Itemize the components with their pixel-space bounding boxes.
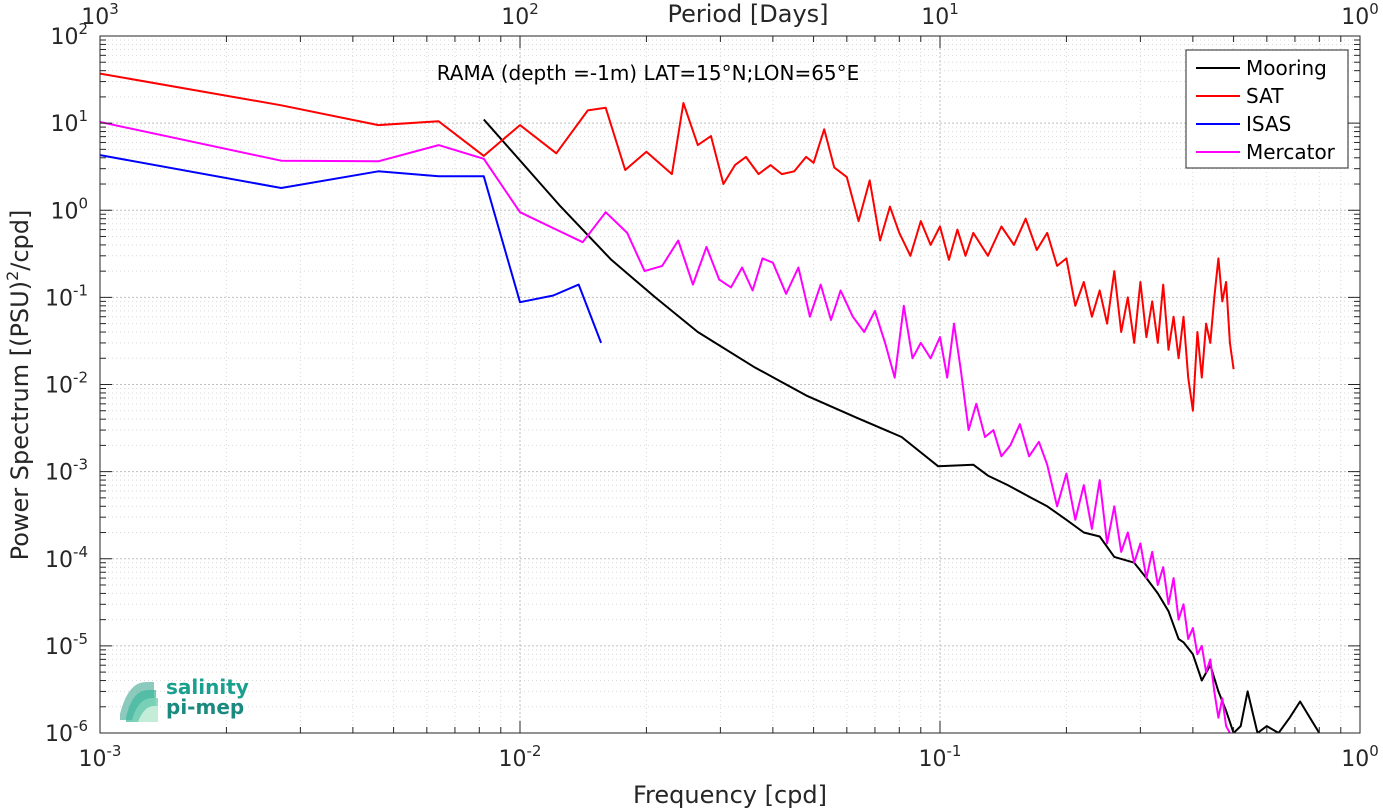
legend-box [1185,49,1349,169]
series-line-sat [100,72,1235,412]
x-tick-label: 100 [1341,742,1379,772]
series-layer [100,72,1321,733]
y-tick-label: 10-6 [45,717,88,747]
y-tick-label: 10-5 [45,630,88,660]
y-axis-title: Power Spectrum [(PSU)2/cpd] [3,210,34,561]
logo-waves-icon [120,682,158,722]
y-tick-label: 102 [50,20,88,50]
salinity-pi-mep-logo: salinity pi-mep [120,675,249,722]
x-tick-label: 10-3 [79,742,122,772]
x-axis-title: Frequency [cpd] [633,781,827,809]
x2-tick-label: 101 [921,0,959,30]
legend: Mooring SAT ISAS Mercator [1185,49,1349,169]
series-line-isas [100,154,603,344]
x2-axis-title: Period [Days] [667,0,828,28]
legend-label-mooring: Mooring [1246,56,1327,80]
series-line-mercator [100,121,1231,733]
y-tick-label: 10-1 [45,281,88,311]
x2-tick-label: 100 [1341,0,1379,30]
y-tick-label: 101 [50,107,88,137]
x2-tick-label: 103 [81,0,119,30]
x-tick-label: 10-2 [499,742,542,772]
legend-label-mercator: Mercator [1246,140,1336,164]
ticks-layer [99,35,1361,734]
chart-title: RAMA (depth =-1m) LAT=15°N;LON=65°E [437,61,860,85]
y-tick-label: 100 [50,194,88,224]
y-tick-label: 10-4 [45,543,88,573]
y-tick-label: 10-3 [45,456,88,486]
series-line-mooring [483,118,1321,733]
logo-line1: salinity [166,675,249,699]
legend-label-sat: SAT [1246,84,1284,108]
x2-tick-label: 102 [501,0,539,30]
y-tick-label: 10-2 [45,369,88,399]
legend-label-isas: ISAS [1246,112,1291,136]
x-tick-label: 10-1 [919,742,962,772]
logo-line2: pi-mep [166,695,244,719]
